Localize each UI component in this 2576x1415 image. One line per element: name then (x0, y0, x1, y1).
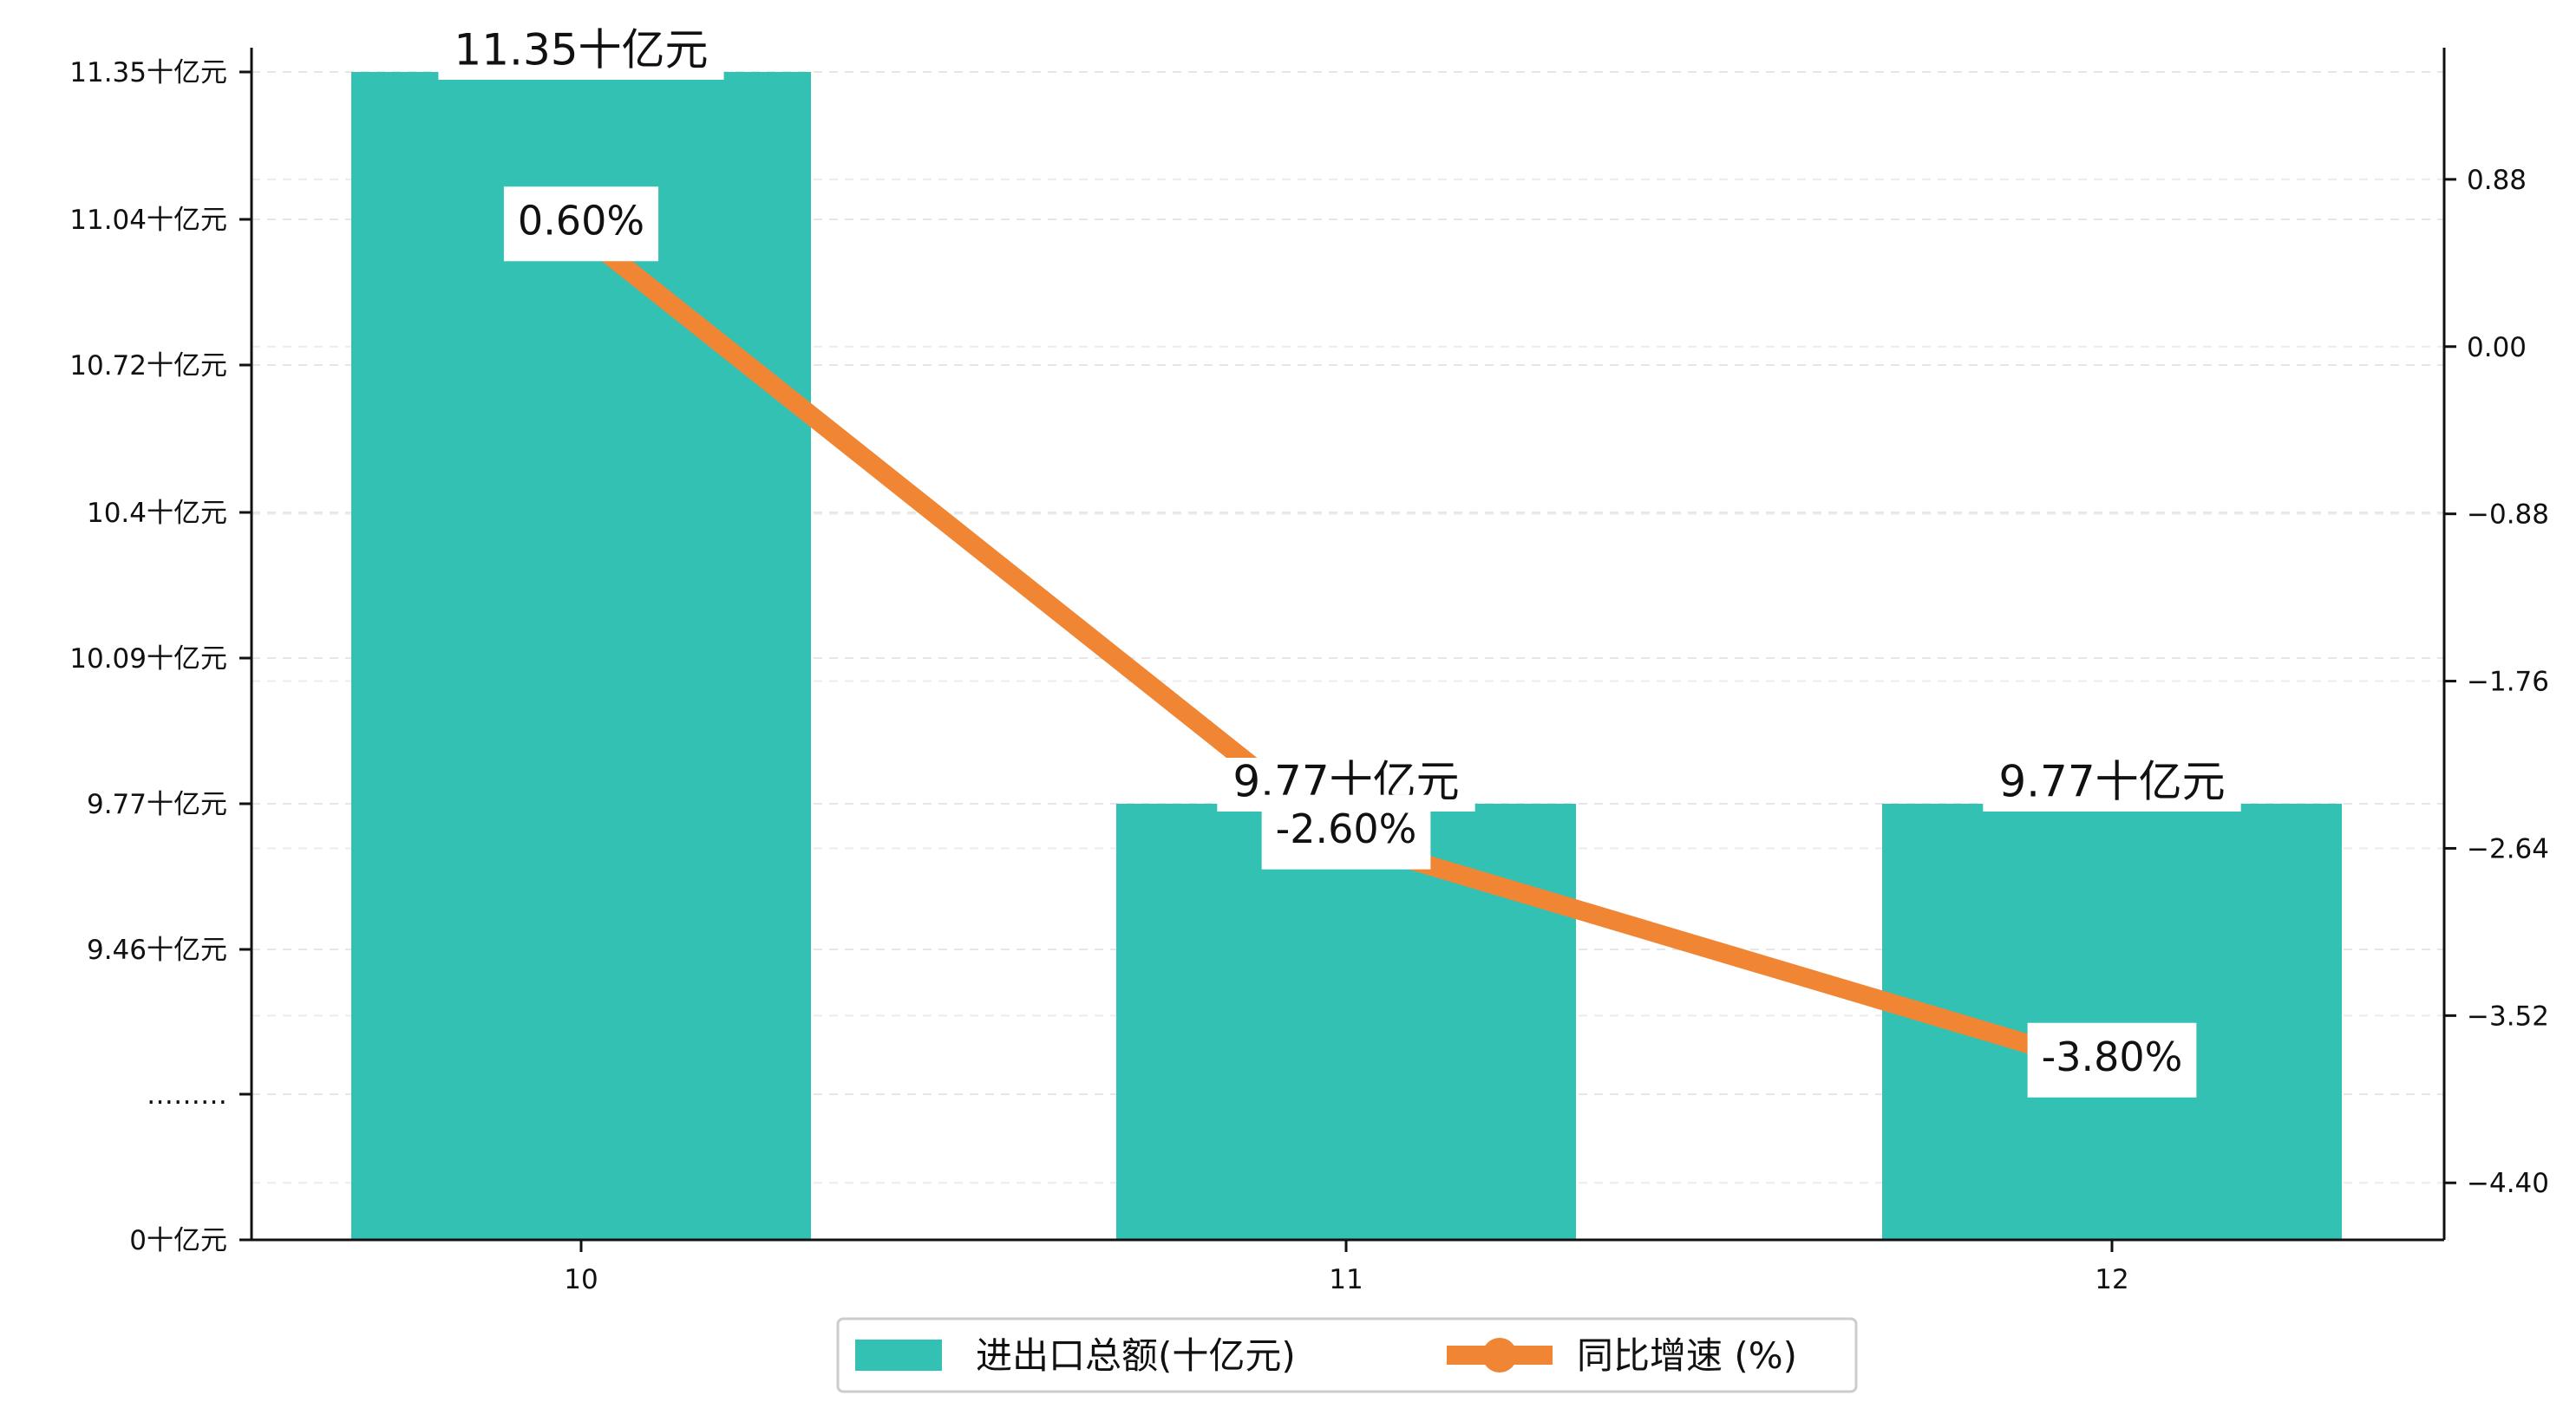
bar-10 (351, 72, 811, 1240)
growth-value-label-10-text: 0.60% (518, 198, 644, 245)
growth-value-label-12: -3.80% (2027, 1022, 2197, 1098)
growth-value-label-11-box (1261, 794, 1431, 870)
left-tick-label: 10.72十亿元 (69, 350, 227, 381)
bar-value-label-10: 11.35十亿元 (438, 25, 724, 80)
growth-value-label-10: 0.60% (503, 186, 659, 262)
growth-value-label-10-box (503, 186, 659, 262)
left-tick-label: 9.77十亿元 (87, 789, 227, 820)
right-tick-label: −2.64 (2467, 833, 2549, 864)
legend-swatch-marker (1482, 1338, 1517, 1373)
growth-value-label-11-text: -2.60% (1276, 805, 1417, 852)
left-tick-label: 11.35十亿元 (69, 57, 227, 88)
legend-swatch-bar (855, 1340, 942, 1371)
left-tick-label: 9.46十亿元 (87, 935, 227, 966)
x-tick-label: 10 (564, 1264, 598, 1295)
left-tick-label: ……… (147, 1079, 227, 1111)
x-tick-label: 11 (1329, 1264, 1363, 1295)
growth-value-label-11: -2.60% (1261, 794, 1431, 870)
legend: 进出口总额(十亿元) 同比增速 (%) (836, 1317, 1858, 1393)
right-tick-label: −0.88 (2467, 499, 2549, 531)
right-tick-label: 0.00 (2467, 332, 2527, 363)
legend-label-bar: 进出口总额(十亿元) (976, 1334, 1296, 1377)
left-tick-label: 0十亿元 (129, 1225, 227, 1256)
growth-value-label-12-text: -3.80% (2042, 1034, 2183, 1080)
bar-value-label-12: 9.77十亿元 (1983, 757, 2241, 812)
axes: 0十亿元 ……… 9.46十亿元 9.77十亿元 10.09十亿元 10.4十亿元 10.7… (69, 48, 2549, 1295)
legend-frame (836, 1317, 1858, 1393)
right-tick-label: 0.88 (2467, 165, 2527, 196)
growth-value-label-12-box (2027, 1022, 2197, 1098)
left-tick-label: 10.4十亿元 (87, 498, 227, 529)
x-tick-label: 12 (2095, 1264, 2128, 1295)
legend-label-line: 同比增速 (%) (1577, 1334, 1797, 1377)
bar-value-label-12-text: 9.77十亿元 (1998, 757, 2225, 807)
bar-value-label-10-box (438, 26, 724, 80)
right-tick-label: −1.76 (2467, 667, 2549, 698)
left-tick-label: 10.09十亿元 (69, 643, 227, 675)
right-tick-label: −3.52 (2467, 1001, 2549, 1032)
bar-value-label-10-text: 11.35十亿元 (454, 25, 708, 75)
right-tick-label: −4.40 (2467, 1168, 2549, 1199)
left-tick-label: 11.04十亿元 (69, 205, 227, 236)
bar-value-label-12-box (1983, 758, 2241, 812)
